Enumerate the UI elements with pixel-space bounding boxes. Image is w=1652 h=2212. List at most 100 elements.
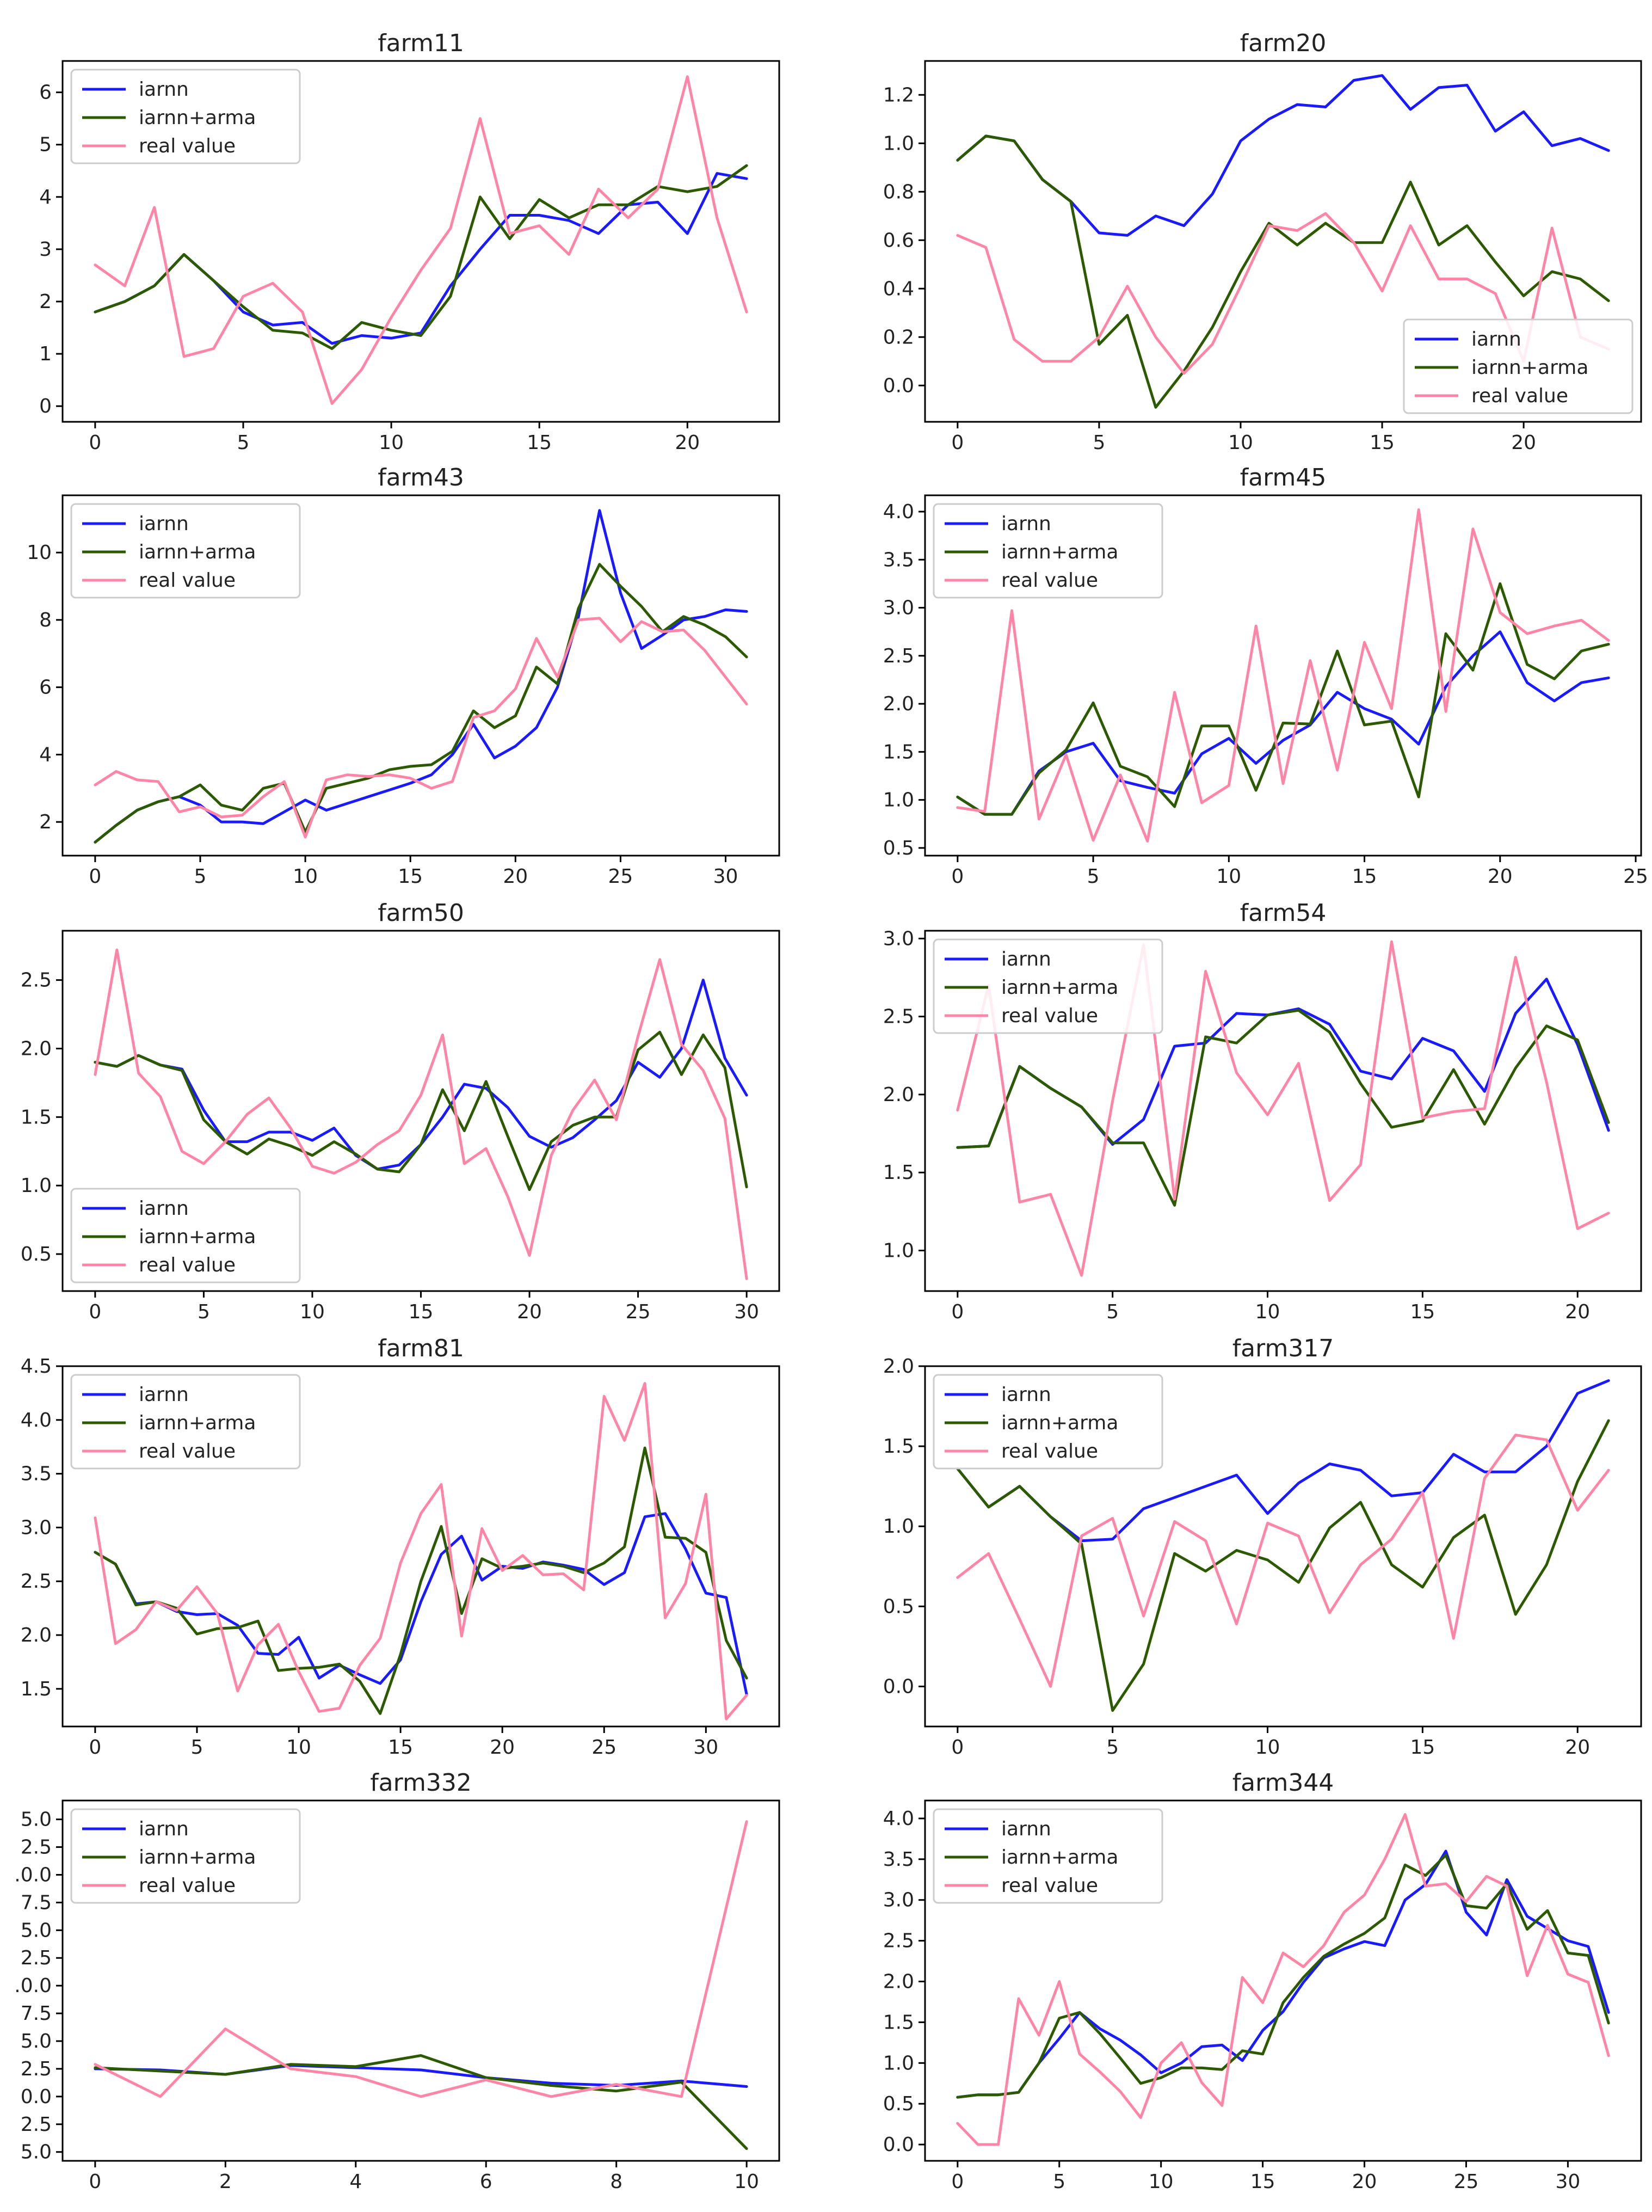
series-line-iarnn [94,2064,748,2088]
legend-box [933,938,1163,1034]
y-tick-label: 1.0 [883,132,914,155]
legend-box [933,1808,1163,1904]
y-tick-label: 6 [39,677,52,699]
legend-label: real value [1471,385,1568,407]
legend-label: real value [139,1875,236,1897]
series-line-real-value [94,1382,748,1721]
series-line-iarnn-arma [956,1009,1610,1207]
x-tick-label: 15 [1410,1301,1435,1323]
y-tick-label: 5.0 [21,2030,52,2053]
series-line-iarnn [956,74,1610,237]
legend-label: iarnn [1471,328,1521,351]
x-tick-label: 0 [89,432,101,454]
series-line-real-value [956,508,1610,843]
series-line-iarnn-arma [956,134,1610,409]
x-tick-label: 15 [1250,2171,1275,2193]
x-tick-label: 2 [219,2171,232,2193]
x-tick-label: 30 [1556,2171,1581,2193]
y-tick-label: 0.0 [21,2086,52,2108]
legend-label: real value [139,1440,236,1463]
y-tick-label: 3.0 [883,1889,914,1912]
y-tick-label: 2.0 [883,1084,914,1106]
x-tick-label: 10 [379,432,404,454]
x-tick-label: 0 [951,2171,964,2193]
legend-label: iarnn+arma [1001,1412,1118,1434]
legend: iarnn iarnn+arma real value [933,1808,1163,1904]
y-tick-label: 1.5 [883,2011,914,2033]
y-tick-label: 0.0 [883,1675,914,1698]
legend-label: iarnn [1001,948,1051,970]
y-tick-label: 0.8 [883,181,914,203]
y-tick-label: 4.0 [883,501,914,523]
x-tick-label: 20 [1565,1301,1590,1323]
y-tick-label: 0.0 [883,374,914,397]
y-tick-label: 2.5 [21,1836,52,1859]
y-tick-label: 1.5 [883,741,914,763]
legend-label: iarnn+arma [139,1226,256,1248]
series-line-iarnn [94,1512,748,1696]
y-tick-label: 1.0 [883,1515,914,1538]
y-tick-label: 5 [39,134,52,156]
y-tick-label: 2.5 [21,2058,52,2080]
x-tick-label: 25 [608,865,633,888]
x-tick-label: 25 [1454,2171,1479,2193]
legend-box [70,1808,301,1904]
y-tick-label: 1.2 [883,84,914,106]
series-line-real-value [94,1820,748,2098]
x-tick-label: 25 [626,1301,651,1323]
legend-label: iarnn+arma [139,541,256,563]
y-tick-label: 2.0 [883,1970,914,1993]
legend-box [933,1374,1163,1470]
legend-label: iarnn [1001,513,1051,535]
axes-frame [61,1799,780,2162]
legend-label: iarnn [139,513,189,535]
series-line-iarnn [956,1850,1610,2099]
legend-box [70,503,301,599]
legend: iarnn iarnn+arma real value [70,1374,301,1470]
series-line-iarnn-arma [94,164,748,350]
series-line-real-value [956,1434,1610,1688]
legend-label: iarnn+arma [139,107,256,129]
y-tick-label: 2 [39,291,52,313]
y-tick-label: 2.0 [21,1037,52,1060]
x-tick-label: 0 [89,2171,101,2193]
x-tick-label: 15 [1352,865,1377,888]
legend-label: iarnn [139,1384,189,1406]
y-tick-label: 0 [39,395,52,417]
axes-frame [61,60,780,423]
x-tick-label: 10 [293,865,318,888]
series-line-iarnn-arma [94,1446,748,1715]
y-tick-label: 2 [39,811,52,833]
y-tick-label: 6 [39,82,52,104]
legend-label: iarnn+arma [1471,357,1588,379]
farm54-panel: farm54 0 5 10 15 20 1.0 1.5 2.0 2.5 3.0 iarnn iarnn+… [883,899,1642,1323]
y-tick-label: .0.0 [14,1864,52,1886]
legend-label: iarnn+arma [1001,1846,1118,1869]
x-tick-label: 20 [675,432,700,454]
legend-label: iarnn [139,78,189,101]
y-tick-label: 1.0 [883,1239,914,1262]
y-tick-label: 5.0 [21,2141,52,2164]
x-tick-label: 30 [693,1736,718,1759]
x-tick-label: 10 [1255,1736,1280,1759]
y-tick-label: 8 [39,609,52,631]
y-tick-label: 0.5 [883,1595,914,1618]
legend-label: real value [1001,1875,1098,1897]
x-tick-label: 5 [190,1736,203,1759]
x-tick-label: 6 [480,2171,492,2193]
y-tick-label: 0.0 [883,2134,914,2156]
legend: iarnn iarnn+arma real value [70,1808,301,1904]
axes-frame [924,494,1642,857]
y-tick-label: 2.0 [21,1624,52,1646]
y-tick-label: 3.0 [21,1516,52,1539]
series-line-iarnn-arma [956,1419,1610,1712]
series-line-real-value [956,1813,1610,2146]
x-tick-label: 5 [198,1301,210,1323]
legend: iarnn iarnn+arma real value [933,1374,1163,1470]
legend-label: real value [1001,569,1098,592]
y-tick-label: 2.5 [21,969,52,992]
series-line-iarnn [94,979,748,1171]
series-line-iarnn-arma [94,1030,748,1191]
series-line-real-value [94,948,748,1280]
legend-label: iarnn [139,1197,189,1220]
